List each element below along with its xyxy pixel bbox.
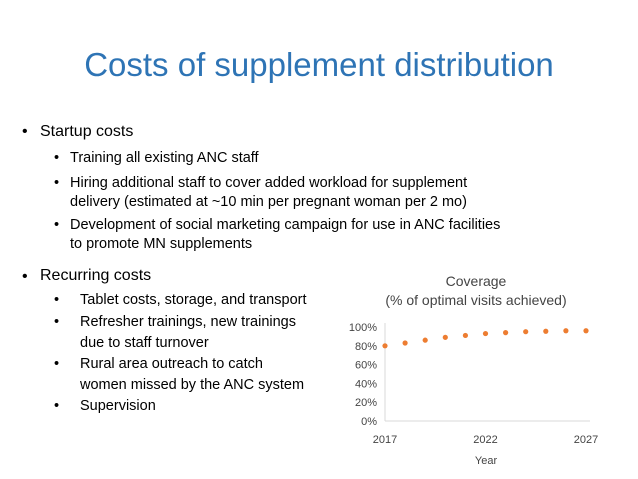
startup-item-text: to promote MN supplements <box>70 236 253 252</box>
chart-data-point <box>503 330 509 336</box>
startup-item-text: Training all existing ANC staff <box>70 150 259 166</box>
startup-heading: Startup costs <box>40 123 134 140</box>
chart-x-axis-label: Year <box>475 455 498 467</box>
startup-item-bullet: • <box>54 217 60 233</box>
recurring-item-bullet: • <box>54 356 60 372</box>
chart-data-point <box>563 328 569 334</box>
startup-item-text: Hiring additional staff to cover added w… <box>70 175 468 191</box>
startup-item-text: delivery (estimated at ~10 min per pregn… <box>70 194 467 210</box>
chart-data-point <box>382 343 388 349</box>
chart-data-point <box>482 330 489 337</box>
chart-y-tick-label: 60% <box>355 360 377 372</box>
chart-y-tick-label: 80% <box>355 341 377 353</box>
recurring-item-bullet: • <box>54 314 60 330</box>
chart-y-tick-label: 100% <box>349 322 377 334</box>
recurring-item-text: Refresher trainings, new trainings <box>80 314 296 330</box>
chart-x-tick-label: 2027 <box>574 434 598 446</box>
recurring-item-text: Supervision <box>80 398 156 414</box>
chart-data-point <box>543 328 549 334</box>
chart-y-tick-label: 20% <box>355 397 377 409</box>
chart-data-point <box>442 334 448 340</box>
chart-y-tick-label: 0% <box>361 416 377 428</box>
startup-heading-bullet: • <box>22 123 28 140</box>
recurring-item-bullet: • <box>54 292 60 308</box>
startup-item-bullet: • <box>54 175 60 191</box>
chart-data-point <box>583 328 589 334</box>
recurring-heading: Recurring costs <box>40 267 152 284</box>
chart-data-point <box>523 329 529 335</box>
chart-data-point <box>402 340 408 346</box>
recurring-heading-bullet: • <box>22 268 28 285</box>
chart-x-tick-label: 2022 <box>473 434 497 446</box>
recurring-item-text: Tablet costs, storage, and transport <box>80 292 307 308</box>
recurring-item-text: women missed by the ANC system <box>80 377 305 393</box>
chart-subtitle: (% of optimal visits achieved) <box>385 292 566 308</box>
chart-y-tick-label: 40% <box>355 378 377 390</box>
chart-data-point <box>422 337 428 343</box>
chart-x-tick-label: 2017 <box>373 434 397 446</box>
startup-item-bullet: • <box>54 150 60 166</box>
startup-item-text: Development of social marketing campaign… <box>70 217 501 233</box>
recurring-item-bullet: • <box>54 398 60 414</box>
chart-data-point <box>462 332 468 339</box>
recurring-item-text: Rural area outreach to catch <box>80 356 263 372</box>
recurring-item-text: due to staff turnover <box>80 335 209 351</box>
slide-title: Costs of supplement distribution <box>84 46 554 83</box>
chart-title: Coverage <box>446 273 507 289</box>
